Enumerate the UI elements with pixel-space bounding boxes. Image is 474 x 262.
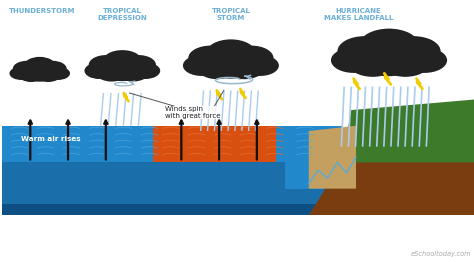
Circle shape (96, 64, 128, 81)
Polygon shape (309, 162, 474, 215)
Text: eSchooltoday.com: eSchooltoday.com (411, 251, 472, 257)
Circle shape (348, 50, 397, 77)
Polygon shape (2, 162, 342, 204)
Circle shape (359, 29, 419, 62)
Circle shape (206, 39, 255, 67)
Circle shape (210, 55, 253, 79)
Text: TROPICAL
STORM: TROPICAL STORM (211, 8, 250, 21)
Polygon shape (153, 126, 276, 162)
Circle shape (46, 67, 70, 80)
Circle shape (89, 55, 124, 75)
Text: Winds spin
with great force: Winds spin with great force (165, 106, 220, 119)
Circle shape (13, 61, 41, 77)
Polygon shape (342, 100, 474, 162)
Circle shape (241, 55, 279, 76)
Text: THUNDERSTORM: THUNDERSTORM (9, 8, 75, 14)
Circle shape (401, 48, 447, 73)
Text: HURRICANE
MAKES LANDFALL: HURRICANE MAKES LANDFALL (324, 8, 393, 21)
Polygon shape (285, 126, 323, 189)
Circle shape (105, 62, 139, 81)
Circle shape (183, 55, 220, 76)
Circle shape (331, 48, 376, 73)
Circle shape (381, 50, 430, 77)
Circle shape (337, 36, 392, 66)
Polygon shape (2, 204, 342, 215)
Text: TROPICAL
DEPRESSION: TROPICAL DEPRESSION (98, 8, 147, 21)
Circle shape (197, 57, 237, 79)
Circle shape (36, 68, 61, 82)
Circle shape (84, 63, 114, 79)
Circle shape (130, 63, 160, 79)
Circle shape (117, 64, 149, 81)
Circle shape (24, 57, 55, 74)
Polygon shape (2, 126, 342, 162)
Circle shape (26, 67, 53, 82)
Polygon shape (309, 126, 356, 189)
Circle shape (18, 68, 44, 82)
Circle shape (103, 50, 142, 72)
Circle shape (224, 57, 264, 79)
Circle shape (363, 47, 415, 76)
Circle shape (188, 46, 233, 70)
Circle shape (9, 67, 33, 80)
Circle shape (120, 55, 156, 75)
Circle shape (228, 46, 273, 70)
Circle shape (386, 36, 441, 66)
Circle shape (38, 61, 67, 77)
Text: Warm air rises: Warm air rises (21, 136, 81, 142)
